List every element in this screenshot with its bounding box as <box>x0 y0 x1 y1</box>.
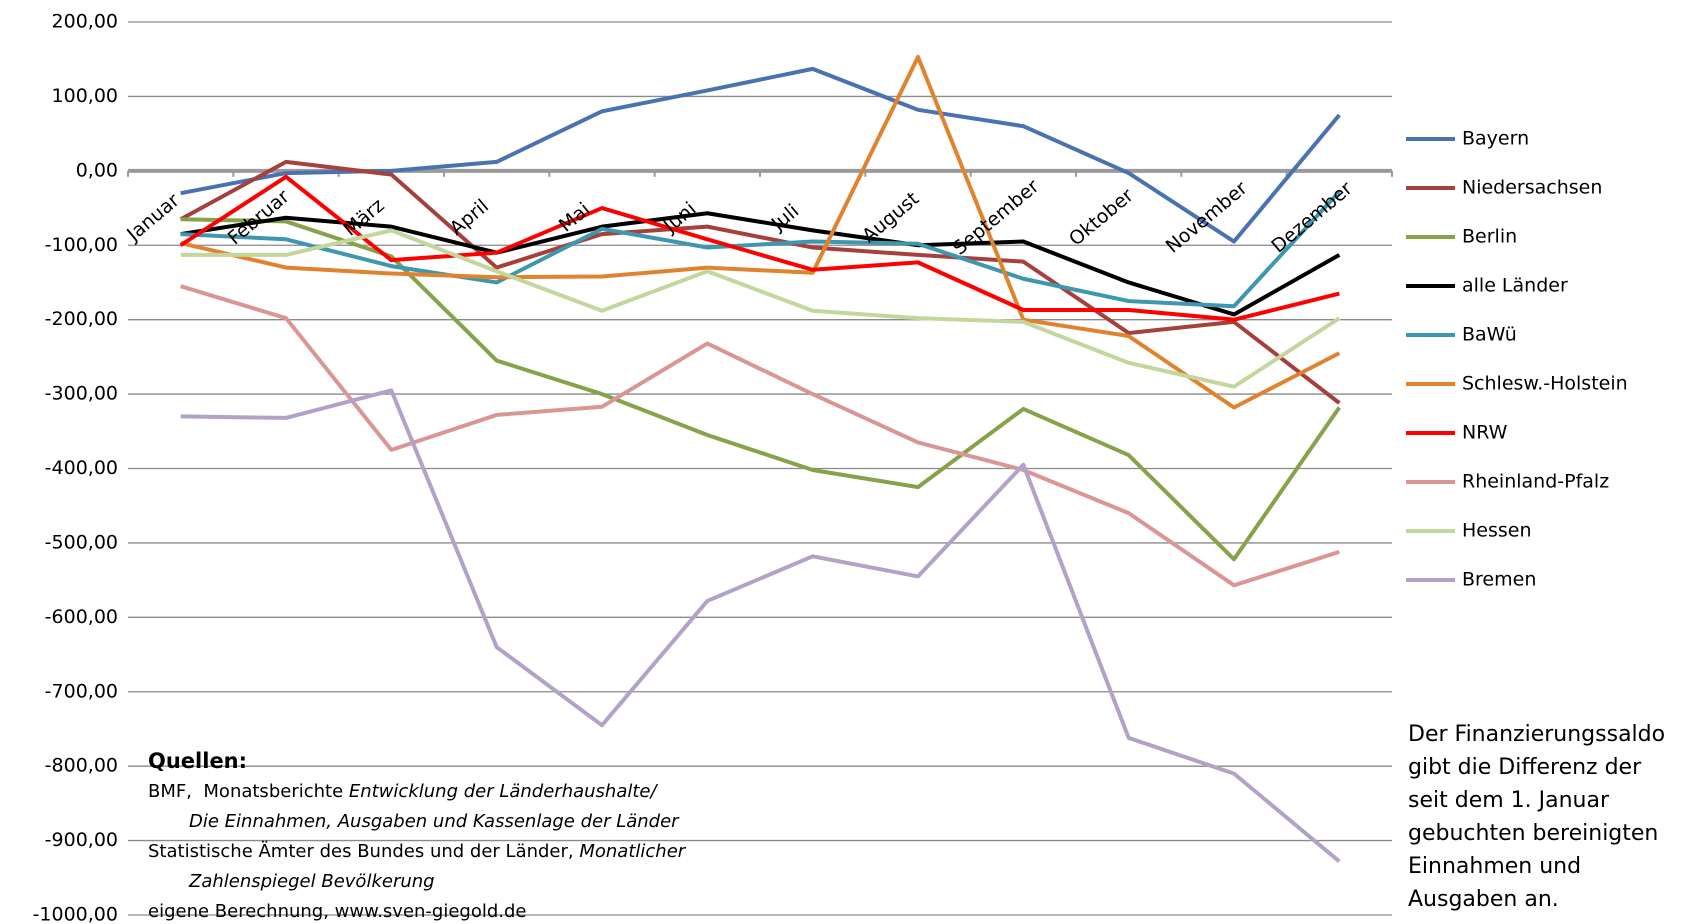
sources-heading: Quellen: <box>148 749 247 773</box>
sources-line: Die Einnahmen, Ausgaben und Kassenlage d… <box>189 811 680 832</box>
note-line: Ausgaben an. <box>1408 887 1559 912</box>
legend-label: NRW <box>1462 422 1508 444</box>
sources-line: Statistische Ämter des Bundes und der Lä… <box>148 841 687 862</box>
y-tick-label: -300,00 <box>45 383 118 405</box>
series-line <box>179 159 1341 405</box>
note-line: gebuchten bereinigten <box>1408 821 1658 846</box>
note-line: Der Finanzierungssaldo <box>1408 722 1665 747</box>
y-tick-label: 200,00 <box>52 11 118 33</box>
y-tick-label: -700,00 <box>45 680 118 702</box>
sources-text: Entwicklung der Länderhaushalte/ <box>349 781 659 802</box>
series-line <box>179 174 1340 322</box>
legend-label: Bremen <box>1462 569 1536 591</box>
y-tick-label: -100,00 <box>45 234 118 256</box>
y-tick-label: -900,00 <box>45 829 118 851</box>
sources-line: Zahlenspiegel Bevölkerung <box>188 871 435 892</box>
y-tick-label: 100,00 <box>52 85 118 107</box>
sources-line: BMF, Monatsberichte Entwicklung der Länd… <box>148 781 659 802</box>
legend-label: BaWü <box>1462 324 1517 346</box>
sources-line: eigene Berechnung, www.sven-giegold.de <box>148 901 527 922</box>
series-line <box>180 217 1341 562</box>
sources-text: Statistische Ämter des Bundes und der Lä… <box>148 841 579 862</box>
sources-text: BMF, Monatsberichte <box>148 781 349 802</box>
series-line <box>180 54 1341 410</box>
series-line <box>180 284 1340 588</box>
legend-label: Hessen <box>1462 520 1532 542</box>
series-line <box>180 211 1341 317</box>
y-tick-label: 0,00 <box>76 159 118 181</box>
legend-label: Schlesw.-Holstein <box>1462 373 1628 395</box>
series-line <box>180 388 1341 863</box>
y-tick-label: -1000,00 <box>33 904 118 924</box>
y-tick-label: -500,00 <box>45 531 118 553</box>
series-line <box>180 190 1341 309</box>
legend-label: Berlin <box>1462 226 1517 248</box>
y-tick-label: -600,00 <box>45 606 118 628</box>
legend-label: alle Länder <box>1462 275 1568 297</box>
sources-text: Zahlenspiegel Bevölkerung <box>188 871 435 892</box>
sources-text: eigene Berechnung, www.sven-giegold.de <box>148 901 527 922</box>
legend-label: Bayern <box>1462 128 1529 150</box>
sources-text: Monatlicher <box>579 841 686 862</box>
note-line: seit dem 1. Januar <box>1408 788 1610 813</box>
note-line: gibt die Differenz der <box>1408 755 1642 780</box>
legend-label: Niedersachsen <box>1462 177 1602 199</box>
y-tick-label: -800,00 <box>45 755 118 777</box>
sources-text: Die Einnahmen, Ausgaben und Kassenlage d… <box>189 811 680 832</box>
series-line <box>180 228 1341 389</box>
note-line: Einnahmen und <box>1408 854 1581 879</box>
legend-label: Rheinland-Pfalz <box>1462 471 1609 493</box>
y-tick-label: -400,00 <box>45 457 118 479</box>
y-tick-label: -200,00 <box>45 308 118 330</box>
